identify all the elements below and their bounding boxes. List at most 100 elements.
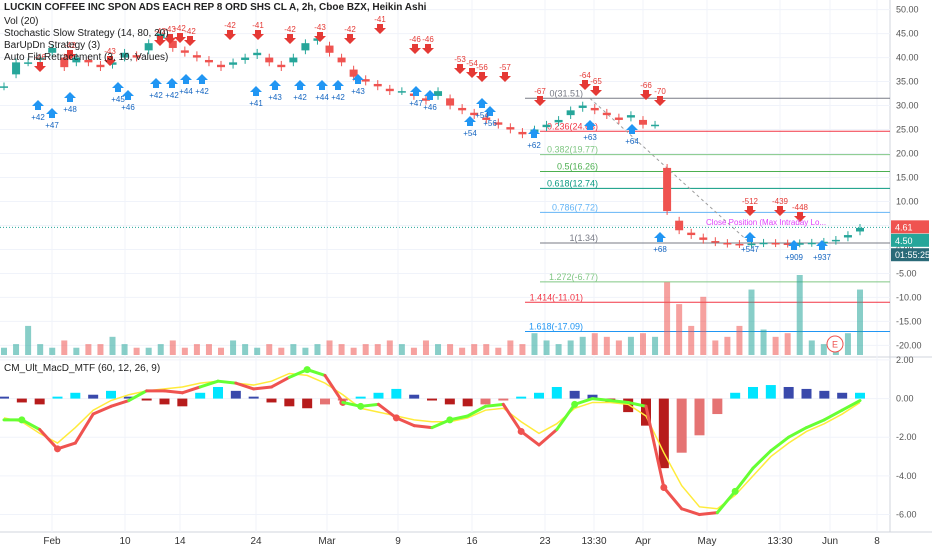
indicator-barupdn[interactable]: BarUpDn Strategy (3) xyxy=(4,40,101,51)
macd-histogram-bar xyxy=(462,398,473,407)
bar-down-value: -65 xyxy=(590,77,602,86)
volume-bar xyxy=(181,347,188,355)
macd-line-segment xyxy=(501,402,523,433)
bar-down-value: -43 xyxy=(314,23,326,32)
bar-up-arrow xyxy=(352,74,364,84)
price-tick-label: 15.00 xyxy=(896,173,919,183)
bar-up-arrow xyxy=(476,98,488,108)
volume-bar xyxy=(531,333,538,355)
volume-bar xyxy=(37,344,44,355)
bar-up-value: +54 xyxy=(463,129,477,138)
price-tick-label: -20.00 xyxy=(896,340,922,350)
bar-down-value: -57 xyxy=(499,63,511,72)
price-candle xyxy=(482,117,491,120)
bar-up-value: +42 xyxy=(149,91,163,100)
bar-up-value: +43 xyxy=(268,93,282,102)
indicator-fib[interactable]: Auto Fib Retracement (3, 10, Values) xyxy=(4,52,169,63)
volume-bar xyxy=(25,325,32,355)
macd-line-segment xyxy=(394,416,416,428)
bar-up-arrow xyxy=(64,92,76,102)
macd-line-segment xyxy=(573,397,594,406)
volume-bar xyxy=(205,344,212,355)
bar-up-arrow xyxy=(196,74,208,84)
bar-up-value: +46 xyxy=(423,103,437,112)
macd-panel xyxy=(0,366,865,517)
volume-bar xyxy=(483,344,490,355)
bar-up-value: +42 xyxy=(293,93,307,102)
price-candle xyxy=(132,55,141,58)
bar-down-value: -439 xyxy=(772,197,789,206)
time-tick-label: 8 xyxy=(874,536,880,547)
fib-level-label: 1.414(-11.01) xyxy=(530,292,583,302)
macd-line-segment xyxy=(805,418,826,430)
macd-line-segment xyxy=(323,373,345,404)
bar-down-value: -56 xyxy=(476,63,488,72)
macd-histogram-bar xyxy=(551,386,562,399)
price-candle xyxy=(566,110,575,116)
bar-up-value: +937 xyxy=(813,253,832,262)
bar-down-arrow xyxy=(654,96,666,106)
volume-bar xyxy=(664,282,671,355)
price-candle xyxy=(506,127,515,130)
macd-line-segment xyxy=(466,404,487,418)
bar-down-arrow xyxy=(454,64,466,74)
bar-up-value: +48 xyxy=(63,105,77,114)
price-candle xyxy=(301,43,310,51)
price-candle xyxy=(60,57,69,68)
bar-down-arrow xyxy=(579,80,591,90)
bar-down-value: -46 xyxy=(34,53,46,62)
price-candle xyxy=(204,59,213,63)
bar-up-value: +43 xyxy=(351,87,365,96)
bar-down-value: -43 xyxy=(104,47,116,56)
price-candle xyxy=(807,242,816,245)
fib-level-label: 0.5(16.26) xyxy=(557,161,598,171)
volume-bar xyxy=(591,333,598,355)
indicator-macd[interactable]: CM_Ult_MacD_MTF (60, 12, 26, 9) xyxy=(4,363,161,374)
macd-histogram-bar xyxy=(373,392,384,399)
bar-up-arrow xyxy=(626,124,638,134)
price-candle xyxy=(434,91,443,96)
volume-bar xyxy=(133,347,140,355)
macd-histogram-bar xyxy=(320,398,330,405)
macd-line-segment xyxy=(840,399,862,412)
volume-bar xyxy=(169,340,176,355)
volume-bar xyxy=(579,336,586,355)
macd-histogram-bar xyxy=(837,392,848,399)
price-candle xyxy=(349,69,358,77)
price-candle xyxy=(337,57,346,63)
indicator-vol[interactable]: Vol (20) xyxy=(4,16,39,27)
bar-down-arrow xyxy=(744,206,756,216)
price-candle xyxy=(747,243,756,246)
price-candle xyxy=(795,243,804,245)
macd-histogram-bar xyxy=(409,394,420,399)
volume-bar xyxy=(688,325,695,355)
macd-line-segment xyxy=(662,485,684,511)
macd-line-segment xyxy=(644,404,666,489)
macd-line-segment xyxy=(822,408,844,422)
bar-down-arrow xyxy=(466,68,478,78)
bar-up-arrow xyxy=(180,74,192,84)
price-candle xyxy=(856,227,864,232)
macd-line-segment xyxy=(270,375,291,389)
bar-down-arrow xyxy=(252,30,264,40)
close-position-annotation: Close Position (Max Intraday Lo... xyxy=(706,218,826,227)
bar-up-arrow xyxy=(316,80,328,90)
bar-down-arrow xyxy=(534,96,546,106)
macd-line-segment xyxy=(608,399,630,404)
bar-up-arrow xyxy=(424,90,436,100)
volume-bar xyxy=(724,336,731,355)
volume-bar xyxy=(772,336,779,355)
volume-bar xyxy=(736,325,743,355)
bar-up-value: +42 xyxy=(165,91,179,100)
macd-histogram-bar xyxy=(213,386,223,399)
volume-bar xyxy=(49,347,56,355)
bar-down-arrow xyxy=(499,72,511,82)
fib-level-label: 0.382(19.77) xyxy=(547,145,598,155)
macd-histogram-bar xyxy=(819,390,830,399)
indicator-stochastic[interactable]: Stochastic Slow Strategy (14, 80, 20) xyxy=(4,28,169,39)
macd-histogram-bar xyxy=(730,392,741,399)
volume-bar xyxy=(519,344,526,355)
macd-histogram-bar xyxy=(106,390,116,399)
time-tick-label: Apr xyxy=(635,536,651,547)
